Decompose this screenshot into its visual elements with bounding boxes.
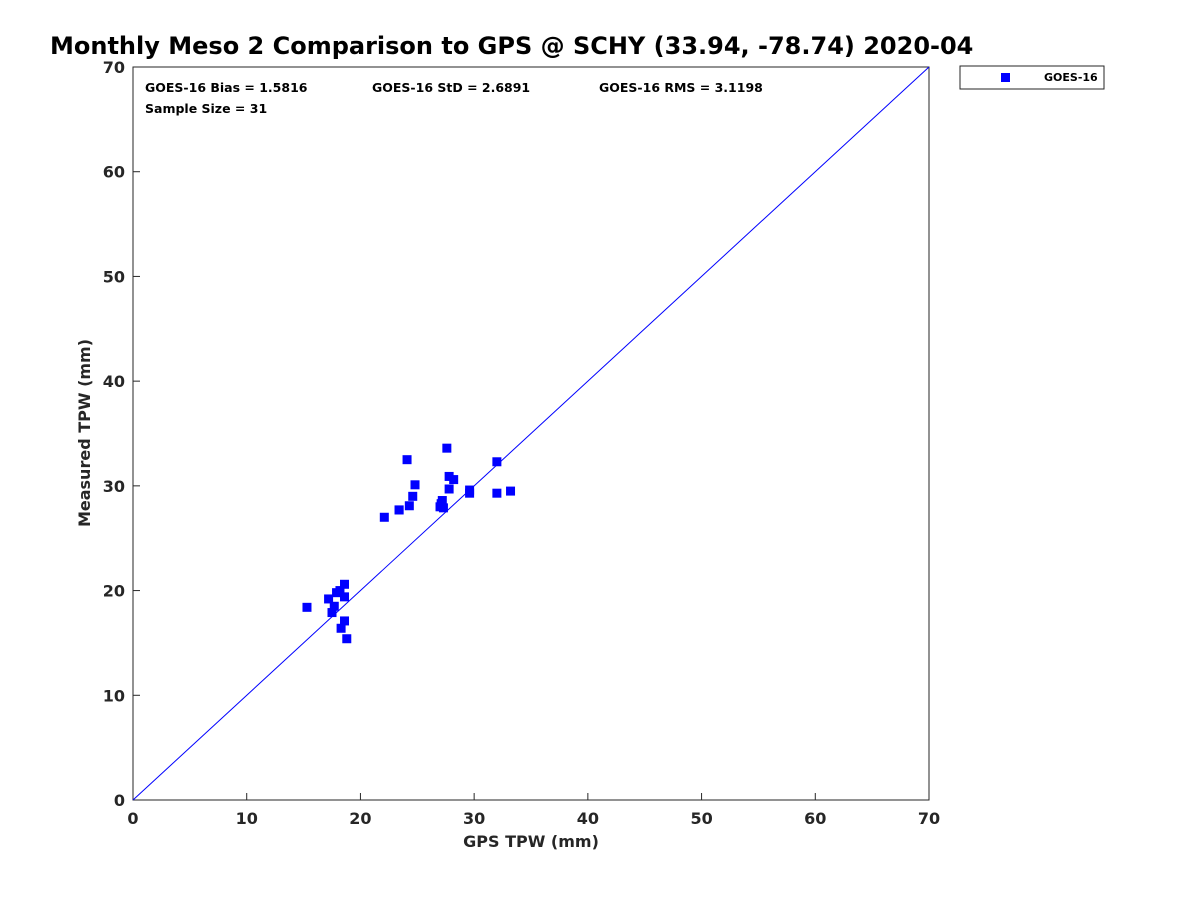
one-to-one-line (132, 66, 930, 801)
x-tick-label: 20 (349, 809, 371, 828)
y-axis: 0 10 20 30 40 50 60 70 (103, 58, 140, 810)
y-tick-label: 40 (103, 372, 125, 391)
y-tick-label: 60 (103, 163, 125, 182)
x-tick-label: 60 (804, 809, 826, 828)
data-point (444, 471, 454, 481)
plot-area: 0 10 20 30 40 50 60 70 0 10 20 30 40 50 60 70 (103, 58, 940, 828)
data-point (449, 475, 459, 485)
data-point (404, 501, 414, 511)
legend-entry-goes-16: GOES-16 (1044, 71, 1098, 84)
plot-frame (132, 66, 930, 801)
data-point (379, 512, 389, 522)
x-tick-label: 70 (918, 809, 940, 828)
y-tick-label: 20 (103, 582, 125, 601)
y-tick-label: 30 (103, 477, 125, 496)
y-tick-label: 50 (103, 267, 125, 286)
data-point (340, 592, 350, 602)
x-tick-label: 50 (690, 809, 712, 828)
rms-stat: GOES-16 RMS = 3.1198 (599, 80, 763, 95)
y-axis-label: Measured TPW (mm) (75, 339, 94, 527)
y-tick-label: 70 (103, 58, 125, 77)
data-point (492, 488, 502, 498)
data-point (492, 457, 502, 467)
data-point (340, 579, 350, 589)
data-point (342, 634, 352, 644)
data-point (340, 616, 350, 626)
x-tick-label: 0 (127, 809, 138, 828)
scatter-points (302, 443, 516, 644)
data-point (408, 491, 418, 501)
y-tick-label: 0 (114, 791, 125, 810)
x-tick-label: 40 (577, 809, 599, 828)
std-stat: GOES-16 StD = 2.6891 (372, 80, 530, 95)
bias-stat: GOES-16 Bias = 1.5816 (145, 80, 308, 95)
x-axis-label: GPS TPW (mm) (463, 832, 599, 851)
y-tick-label: 10 (103, 686, 125, 705)
data-point (402, 455, 412, 465)
data-point (327, 608, 337, 618)
x-tick-label: 10 (236, 809, 258, 828)
data-point (444, 484, 454, 494)
legend: GOES-16 (959, 65, 1105, 90)
x-tick-label: 30 (463, 809, 485, 828)
legend-marker-square (1001, 73, 1010, 82)
data-point (465, 485, 475, 495)
data-point (410, 480, 420, 490)
data-point (335, 586, 345, 596)
data-point (329, 601, 339, 611)
data-point (302, 602, 312, 612)
data-point (437, 496, 447, 506)
data-point (442, 443, 452, 453)
legend-box (959, 65, 1105, 90)
data-point (506, 486, 516, 496)
data-point (324, 594, 334, 604)
sample-size-stat: Sample Size = 31 (145, 101, 267, 116)
data-point (394, 505, 404, 515)
x-axis: 0 10 20 30 40 50 60 70 (127, 793, 940, 828)
data-point (438, 503, 448, 513)
chart-title: Monthly Meso 2 Comparison to GPS @ SCHY … (50, 32, 973, 60)
data-point (336, 623, 346, 633)
